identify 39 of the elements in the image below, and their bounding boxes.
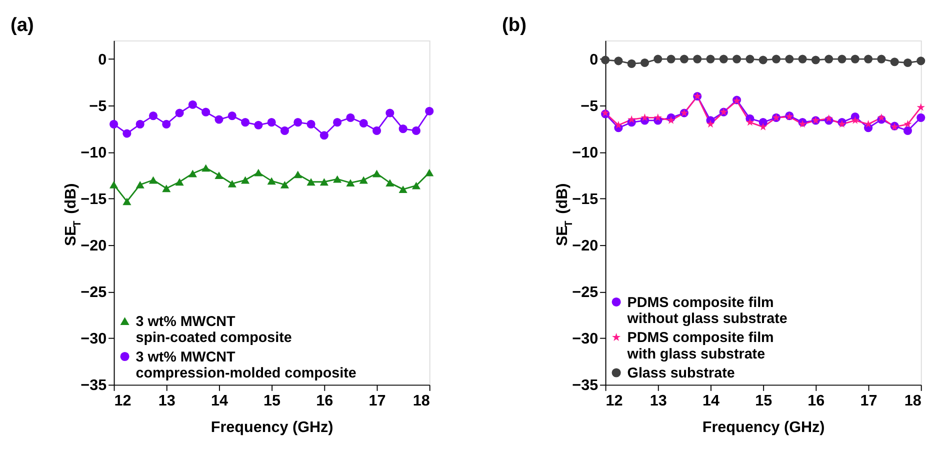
x-tick-label: 13 — [158, 392, 176, 410]
y-tick-label: −5 — [89, 98, 108, 115]
y-tick-label: 0 — [98, 51, 107, 68]
x-tick-label: 12 — [606, 392, 623, 410]
x-tick-label: 15 — [264, 392, 282, 410]
y-tick-label: −15 — [572, 190, 599, 208]
y-tick-label: −5 — [580, 98, 599, 115]
y-tick-label: −20 — [572, 237, 598, 254]
x-tick-label: 14 — [702, 392, 720, 410]
y-tick-label: −15 — [80, 190, 108, 208]
y-tick-label: −10 — [572, 144, 598, 162]
x-axis-title: Frequency (GHz) — [702, 419, 825, 436]
y-tick-label: 0 — [590, 51, 598, 68]
y-tick-label: −30 — [572, 330, 598, 348]
y-tick-label: −25 — [572, 284, 599, 301]
legend-label: PDMS composite film with glass substrate — [626, 330, 774, 362]
x-tick-label: 18 — [412, 392, 430, 410]
legend-label: 3 wt% MWCNT spin-coated composite — [136, 314, 292, 346]
x-tick-label: 17 — [860, 392, 878, 410]
x-tick-label: 17 — [368, 392, 386, 410]
legend-label: PDMS composite film without glass substrate — [626, 294, 788, 328]
legend-label: 3 wt% MWCNT compression-molded composite — [136, 349, 356, 382]
legend-label: Glass substrate — [627, 366, 735, 382]
x-axis-title: Frequency (GHz) — [210, 419, 334, 436]
y-tick-label: −20 — [80, 237, 107, 254]
y-tick-label: −30 — [80, 330, 107, 348]
y-tick-label: −35 — [80, 376, 108, 394]
x-tick-label: 13 — [650, 392, 667, 410]
x-tick-label: 12 — [114, 392, 132, 410]
x-tick-label: 16 — [316, 392, 334, 410]
chart-title: (b) — [502, 14, 526, 36]
y-tick-label: −25 — [80, 284, 108, 301]
x-tick-label: 15 — [755, 392, 773, 410]
x-tick-label: 18 — [904, 392, 922, 410]
x-tick-label: 16 — [808, 392, 825, 410]
chart-title: (a) — [10, 14, 34, 36]
y-tick-label: −35 — [572, 376, 599, 394]
x-tick-label: 14 — [210, 392, 228, 410]
y-tick-label: −10 — [80, 144, 107, 162]
